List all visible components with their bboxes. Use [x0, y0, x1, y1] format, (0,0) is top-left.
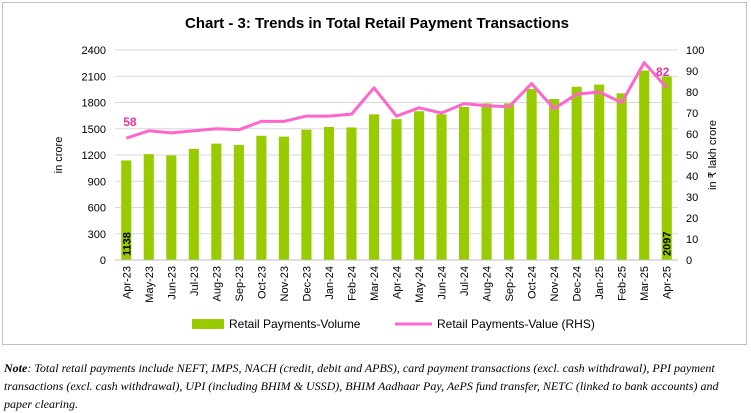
- volume-bar: [233, 144, 244, 260]
- volume-bar: [121, 160, 132, 260]
- y-left-tick-label: 2100: [82, 71, 106, 83]
- x-tick-label: Apr-24: [392, 266, 404, 299]
- x-tick-label: Nov-23: [279, 266, 291, 301]
- volume-data-label-first: 1138: [121, 232, 133, 256]
- value-line: [125, 61, 668, 140]
- y-left-tick-label: 900: [88, 176, 106, 188]
- x-tick-label: Jul-24: [459, 266, 471, 296]
- note-label: Note: [4, 361, 28, 375]
- x-tick-label: Oct-23: [256, 266, 268, 299]
- y-right-tick-label: 0: [686, 255, 692, 267]
- volume-bar: [458, 106, 470, 260]
- volume-bar: [391, 119, 402, 260]
- x-tick-label: Nov-24: [549, 266, 561, 301]
- y-left-axis-title: in crore: [53, 137, 65, 174]
- x-tick-label: Apr-25: [662, 266, 674, 299]
- y-left-tick-label: 0: [100, 255, 106, 267]
- y-right-tick-label: 50: [686, 150, 698, 162]
- y-left-tick-label: 600: [88, 203, 106, 215]
- y-right-tick-label: 70: [686, 108, 698, 120]
- chart-svg: Chart - 3: Trends in Total Retail Paymen…: [53, 15, 719, 331]
- x-tick-label: May-23: [144, 266, 156, 303]
- x-tick-label: Dec-24: [572, 266, 584, 301]
- volume-bar: [278, 136, 289, 260]
- y-right-tick-label: 40: [686, 171, 698, 183]
- volume-bar: [481, 103, 492, 260]
- x-tick-label: Feb-25: [617, 266, 629, 301]
- volume-bar: [143, 154, 154, 260]
- x-tick-label: Sep-24: [504, 266, 516, 301]
- y-right-tick-label: 20: [686, 213, 698, 225]
- y-right-tick-label: 10: [686, 234, 698, 246]
- x-tick-label: Jun-24: [437, 266, 449, 300]
- x-tick-label: Dec-23: [301, 266, 313, 301]
- x-tick-label: Sep-23: [234, 266, 246, 301]
- volume-bar: [436, 114, 447, 260]
- x-tick-label: Jan-25: [594, 266, 606, 300]
- volume-bar: [188, 148, 199, 260]
- volume-bar: [571, 86, 582, 260]
- value-data-label-first: 58: [123, 115, 137, 129]
- legend-label-volume: Retail Payments-Volume: [229, 317, 361, 331]
- y-right-axis-title: in ₹ lakh crore: [707, 120, 719, 190]
- x-tick-label: Mar-25: [639, 266, 651, 301]
- y-right-tick-label: 90: [686, 66, 698, 78]
- y-left-tick-label: 1800: [82, 98, 106, 110]
- chart-title: Chart - 3: Trends in Total Retail Paymen…: [185, 15, 569, 32]
- volume-bar: [661, 76, 672, 260]
- chart-container: [2, 2, 747, 345]
- value-data-label-last: 82: [656, 65, 670, 79]
- y-right-tick-label: 30: [686, 192, 698, 204]
- x-tick-label: Aug-23: [211, 266, 223, 301]
- x-tick-label: Mar-24: [369, 266, 381, 301]
- x-tick-label: Aug-24: [482, 266, 494, 301]
- volume-data-label-last: 2097: [662, 232, 674, 256]
- volume-bar: [504, 103, 515, 260]
- y-right-tick-label: 60: [686, 129, 698, 141]
- x-tick-label: Oct-24: [527, 266, 539, 299]
- x-tick-label: Feb-24: [346, 266, 358, 301]
- volume-bar: [639, 70, 650, 260]
- x-tick-label: Jan-24: [324, 266, 336, 300]
- volume-bar: [368, 114, 380, 260]
- note-text: : Total retail payments include NEFT, IM…: [4, 361, 719, 411]
- x-tick-label: Jul-23: [189, 266, 201, 296]
- volume-bar: [211, 143, 222, 260]
- y-right-tick-label: 100: [686, 45, 704, 57]
- legend-swatch-volume: [192, 319, 224, 329]
- chart-note: Note: Total retail payments include NEFT…: [4, 359, 746, 413]
- volume-bar: [166, 155, 177, 260]
- volume-bar: [616, 93, 627, 260]
- y-left-tick-label: 1200: [82, 150, 106, 162]
- y-right-tick-label: 80: [686, 87, 698, 99]
- legend-label-value: Retail Payments-Value (RHS): [437, 317, 595, 331]
- y-left-tick-label: 1500: [82, 124, 106, 136]
- x-tick-label: Jun-23: [166, 266, 178, 300]
- volume-bar: [323, 127, 335, 260]
- volume-bar: [256, 135, 267, 260]
- y-left-tick-label: 2400: [82, 45, 106, 57]
- volume-bar: [301, 129, 312, 260]
- volume-bar: [594, 84, 605, 260]
- volume-bar: [526, 88, 537, 260]
- y-left-tick-label: 300: [88, 229, 106, 241]
- volume-bar: [549, 99, 560, 260]
- volume-bar: [413, 111, 425, 260]
- x-tick-label: May-24: [414, 266, 426, 303]
- volume-bar: [346, 127, 357, 260]
- x-tick-label: Apr-23: [121, 266, 133, 299]
